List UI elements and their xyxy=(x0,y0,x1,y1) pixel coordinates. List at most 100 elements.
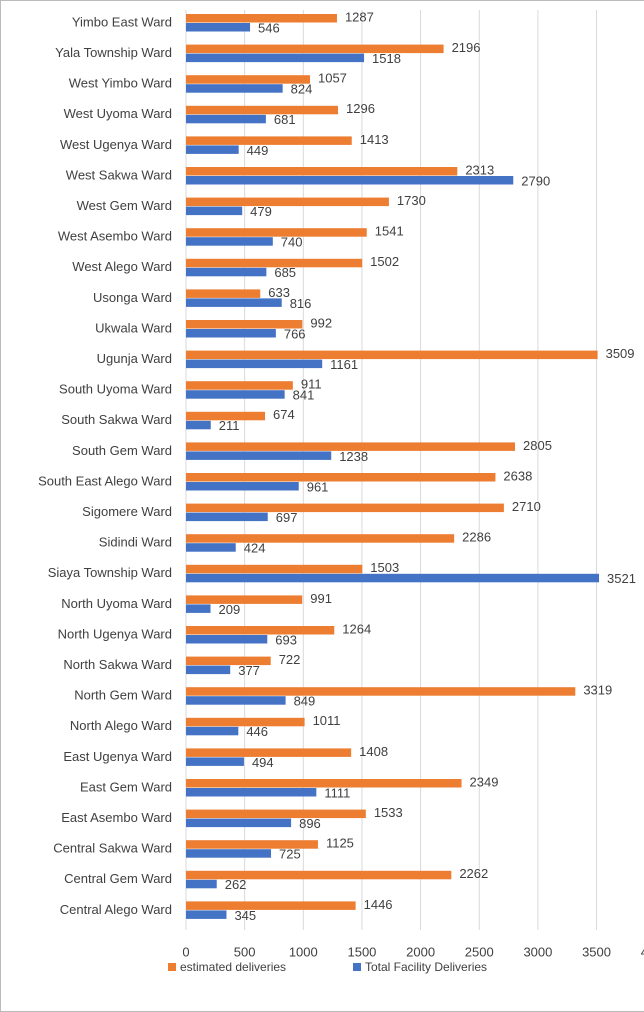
data-label: 1111 xyxy=(324,785,350,800)
data-label: 1730 xyxy=(397,193,426,208)
y-tick-label: North Gem Ward xyxy=(74,688,172,703)
bar xyxy=(186,197,389,207)
x-tick-label: 3500 xyxy=(582,944,611,959)
bar xyxy=(186,604,211,613)
bar xyxy=(186,687,576,696)
data-label: 991 xyxy=(310,591,332,606)
x-tick-label: 2000 xyxy=(406,944,435,959)
data-label: 546 xyxy=(258,20,280,35)
x-tick-label: 1000 xyxy=(289,944,318,959)
data-label: 211 xyxy=(219,418,240,433)
x-tick-label: 4000 xyxy=(641,944,644,959)
data-label: 2286 xyxy=(462,530,491,545)
bar xyxy=(186,564,363,574)
bar xyxy=(186,503,504,513)
bar xyxy=(186,482,299,491)
y-tick-label: Yala Township Ward xyxy=(55,45,172,60)
bar xyxy=(186,350,598,360)
y-tick-label: Sigomere Ward xyxy=(82,504,172,519)
y-tick-label: South Uyoma Ward xyxy=(59,382,172,397)
y-tick-label: West Alego Ward xyxy=(72,259,172,274)
data-label: 685 xyxy=(274,265,296,280)
data-label: 2710 xyxy=(512,499,541,514)
data-label: 2790 xyxy=(521,173,550,188)
data-label: 494 xyxy=(252,755,274,770)
data-label: 3509 xyxy=(606,346,635,361)
y-tick-label: South Sakwa Ward xyxy=(61,412,172,427)
bar xyxy=(186,665,231,675)
bar xyxy=(186,451,332,460)
data-label: 1503 xyxy=(370,560,399,575)
bar xyxy=(186,748,352,757)
data-label: 1161 xyxy=(330,357,358,372)
bar xyxy=(186,757,244,766)
bar xyxy=(186,145,239,154)
bar xyxy=(186,726,239,736)
data-label: 849 xyxy=(294,694,316,709)
bar xyxy=(186,258,363,268)
data-label: 2349 xyxy=(470,774,499,789)
bar xyxy=(186,595,303,604)
bar xyxy=(186,420,211,430)
bar xyxy=(186,411,266,421)
y-tick-label: Yimbo East Ward xyxy=(72,14,172,29)
data-label: 345 xyxy=(234,908,256,923)
bar xyxy=(186,267,267,277)
x-tick-label: 0 xyxy=(182,944,189,959)
bar xyxy=(186,206,243,216)
data-label: 1238 xyxy=(339,449,368,464)
data-label: 209 xyxy=(219,602,241,617)
data-label: 1518 xyxy=(372,51,401,66)
y-tick-label: South East Alego Ward xyxy=(38,473,172,488)
y-tick-label: Central Sakwa Ward xyxy=(53,841,172,856)
data-label: 693 xyxy=(275,632,297,647)
bar xyxy=(186,228,367,237)
bar xyxy=(186,717,305,727)
bar xyxy=(186,237,273,246)
y-tick-label: Ukwala Ward xyxy=(95,320,172,335)
data-label: 262 xyxy=(225,877,247,892)
data-label: 449 xyxy=(247,143,269,158)
data-label: 1446 xyxy=(364,897,393,912)
data-label: 3319 xyxy=(583,683,612,698)
bar xyxy=(186,809,366,819)
bar xyxy=(186,696,286,705)
data-label: 2638 xyxy=(503,468,532,483)
data-label: 824 xyxy=(291,82,313,97)
bar xyxy=(186,167,458,176)
bar xyxy=(186,289,261,298)
data-label: 2805 xyxy=(523,438,552,453)
bar xyxy=(186,534,455,543)
data-label: 1264 xyxy=(342,621,371,636)
y-tick-label: West Gem Ward xyxy=(77,198,172,213)
data-label: 1287 xyxy=(345,9,374,24)
bar xyxy=(186,114,266,124)
data-label: 1296 xyxy=(346,101,375,116)
bar xyxy=(186,879,217,889)
y-tick-label: West Ugenya Ward xyxy=(60,137,172,152)
bar xyxy=(186,329,276,338)
data-label: 1413 xyxy=(360,132,389,147)
data-label: 2313 xyxy=(465,162,494,177)
data-label: 697 xyxy=(276,510,298,525)
y-tick-label: West Uyoma Ward xyxy=(64,106,172,121)
data-label: 725 xyxy=(279,847,301,862)
bar xyxy=(186,512,268,522)
bar xyxy=(186,635,268,644)
data-label: 3521 xyxy=(607,571,636,586)
y-tick-label: West Sakwa Ward xyxy=(66,167,172,182)
bar xyxy=(186,75,310,84)
y-tick-label: West Asembo Ward xyxy=(58,229,172,244)
bar xyxy=(186,901,356,910)
bar xyxy=(186,44,444,54)
y-tick-label: South Gem Ward xyxy=(72,443,172,458)
y-tick-label: East Asembo Ward xyxy=(61,810,172,825)
bar xyxy=(186,543,236,552)
data-label: 1057 xyxy=(318,71,347,86)
data-label: 896 xyxy=(299,816,321,831)
bar xyxy=(186,105,339,115)
y-tick-label: West Yimbo Ward xyxy=(69,76,172,91)
data-label: 2262 xyxy=(459,866,488,881)
bar xyxy=(186,23,251,32)
data-label: 424 xyxy=(244,541,266,556)
